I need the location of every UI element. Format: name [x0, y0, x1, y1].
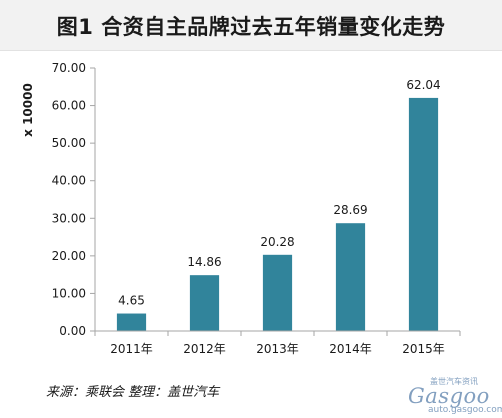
watermark-logo: 盖世汽车资讯 Gasgoo auto.gasgoo.com: [400, 376, 502, 416]
bar-series: 4.65 14.86 20.28 28.69 62.04: [116, 78, 441, 331]
watermark-url: auto.gasgoo.com: [428, 405, 502, 415]
bar: [408, 97, 439, 331]
bar: [116, 313, 147, 331]
bar: [262, 254, 293, 331]
y-tick-label: 50.00: [52, 136, 86, 150]
bar: [189, 275, 220, 331]
bar-value-label: 62.04: [406, 78, 440, 92]
x-tick-label: 2014年: [329, 342, 372, 356]
y-tick-label: 10.00: [52, 286, 86, 300]
y-tick-label: 0.00: [59, 324, 86, 338]
x-tick-label: 2015年: [402, 342, 445, 356]
x-tick-label: 2012年: [183, 342, 226, 356]
x-tick-label: 2013年: [256, 342, 299, 356]
y-tick-label: 30.00: [52, 211, 86, 225]
bar-value-label: 28.69: [333, 203, 367, 217]
y-axis: 0.00 10.00 20.00 30.00 40.00 50.00 60.00 70.00: [52, 61, 96, 338]
y-tick-label: 20.00: [52, 249, 86, 263]
title-banner: 图1 合资自主品牌过去五年销量变化走势: [0, 0, 502, 51]
watermark-cn-text: 盖世汽车资讯: [430, 377, 478, 386]
y-axis-label: x 10000: [21, 83, 35, 137]
chart-title: 图1 合资自主品牌过去五年销量变化走势: [56, 15, 446, 39]
x-axis: 2011年 2012年 2013年 2014年 2015年: [94, 330, 461, 356]
bar: [335, 223, 366, 331]
bar-value-label: 20.28: [260, 235, 294, 249]
bar-value-label: 14.86: [187, 255, 221, 269]
y-tick-label: 40.00: [52, 174, 86, 188]
gasgoo-logo: Gasgoo: [408, 384, 490, 408]
y-tick-label: 70.00: [52, 61, 86, 75]
bar-value-label: 4.65: [118, 294, 145, 308]
y-tick-label: 60.00: [52, 99, 86, 113]
x-tick-label: 2011年: [110, 342, 153, 356]
source-note: 来源：乘联会 整理：盖世汽车: [46, 385, 220, 400]
